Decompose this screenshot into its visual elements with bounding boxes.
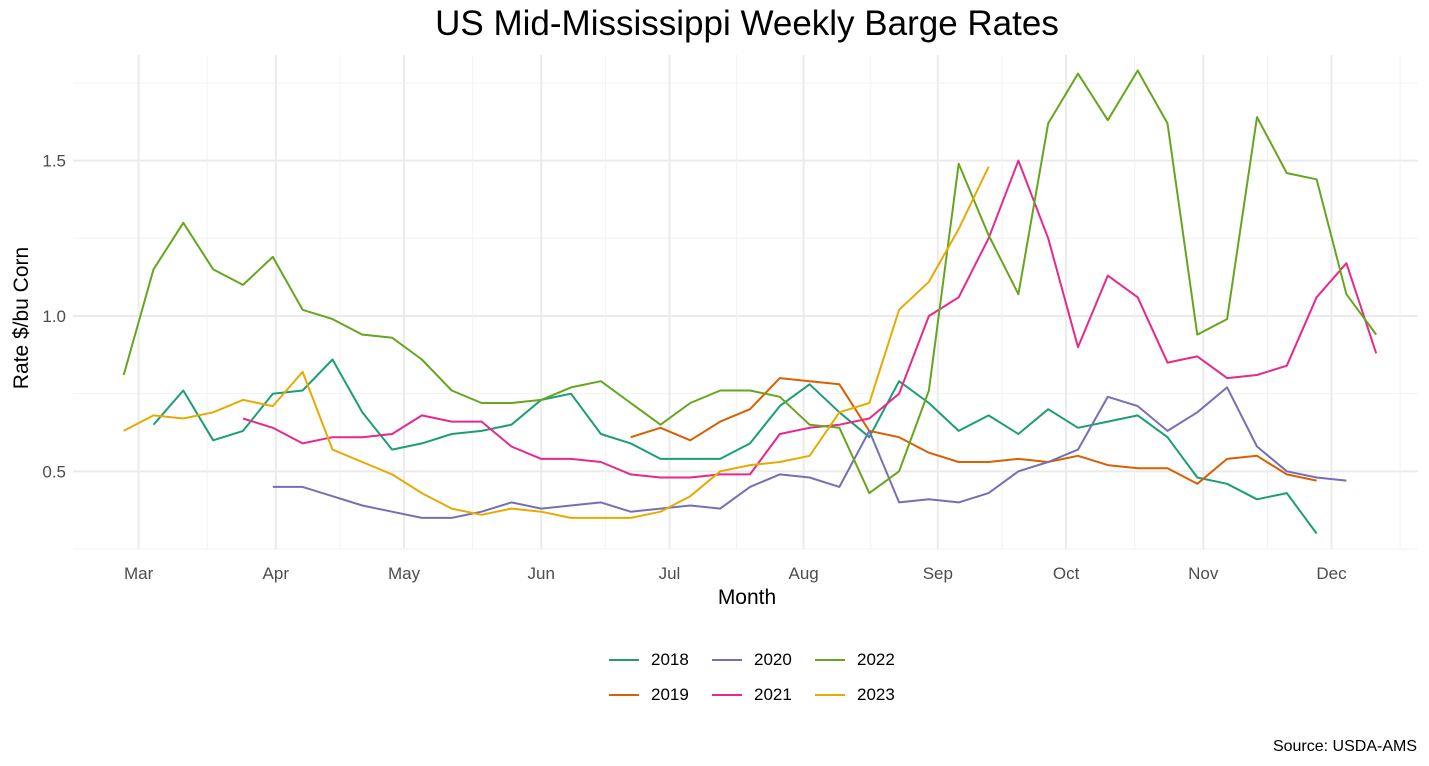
chart-title: US Mid-Mississippi Weekly Barge Rates xyxy=(435,4,1059,43)
legend-swatch xyxy=(815,659,845,661)
legend-item-2020: 2020 xyxy=(712,650,792,670)
legend-label: 2019 xyxy=(651,685,689,704)
legend-item-2021: 2021 xyxy=(712,685,792,705)
x-tick-label-aug: Aug xyxy=(789,564,819,583)
legend-item-2019: 2019 xyxy=(609,685,689,705)
grid-lines xyxy=(73,55,1418,550)
legend-label: 2023 xyxy=(857,685,895,704)
axis-ticks: 0.5 1.0 1.5 Mar Apr May Jun Jul Aug Sep Oct Nov Dec xyxy=(42,152,1347,583)
series-line-2021 xyxy=(242,159,1378,479)
y-axis-label: Rate $/bu Corn xyxy=(10,246,33,390)
series-line-2019 xyxy=(630,377,1317,485)
x-tick-label-nov: Nov xyxy=(1188,564,1219,583)
x-tick-label-mar: Mar xyxy=(124,564,154,583)
x-tick-label-dec: Dec xyxy=(1316,564,1347,583)
x-tick-label-jun: Jun xyxy=(528,564,555,583)
x-tick-label-apr: Apr xyxy=(263,564,290,583)
source-caption: Source: USDA-AMS xyxy=(1272,738,1417,755)
x-tick-label-oct: Oct xyxy=(1053,564,1080,583)
legend-label: 2018 xyxy=(651,650,689,669)
legend-swatch xyxy=(609,694,639,696)
legend-item-2018: 2018 xyxy=(609,650,689,670)
series-line-2018 xyxy=(152,358,1318,535)
y-tick-label: 0.5 xyxy=(42,462,66,481)
legend-swatch xyxy=(815,694,845,696)
y-tick-label: 1.5 xyxy=(42,152,66,171)
legend-swatch xyxy=(712,694,742,696)
x-tick-label-jul: Jul xyxy=(659,564,681,583)
legend-swatch xyxy=(712,659,742,661)
x-tick-label-sep: Sep xyxy=(923,564,953,583)
legend-label: 2020 xyxy=(754,650,792,669)
series-line-2022 xyxy=(122,69,1378,495)
series-line-2020 xyxy=(272,386,1347,519)
legend-item-2022: 2022 xyxy=(815,650,895,670)
series-line-2023 xyxy=(123,166,990,519)
legend-label: 2021 xyxy=(754,685,792,704)
x-axis-label: Month xyxy=(717,586,777,609)
legend-label: 2022 xyxy=(857,650,895,669)
x-tick-label-may: May xyxy=(388,564,421,583)
y-tick-label: 1.0 xyxy=(42,307,66,326)
legend-swatch xyxy=(609,659,639,661)
legend-item-2023: 2023 xyxy=(815,685,895,705)
series-lines xyxy=(122,69,1378,535)
